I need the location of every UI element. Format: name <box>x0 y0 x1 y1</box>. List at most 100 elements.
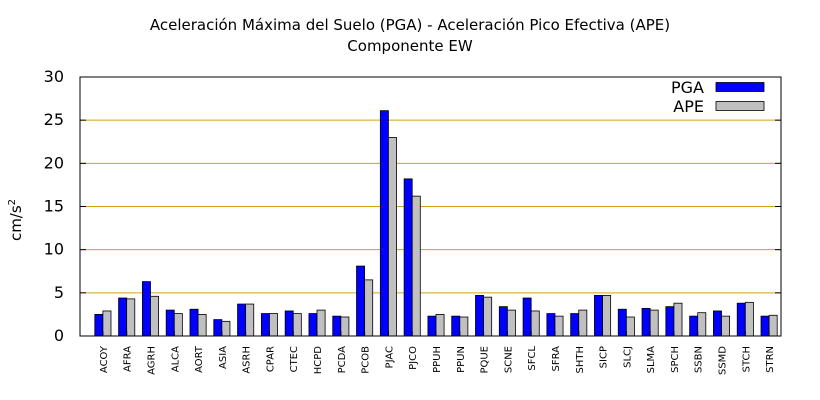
bar-pga-strn <box>760 315 770 337</box>
bar-pga-sfra <box>546 313 556 337</box>
bar-ape-pjac <box>388 137 397 337</box>
x-tick-label: CTEC <box>289 346 300 372</box>
bar-ape-aort <box>197 314 207 337</box>
x-tick-label: PPUN <box>456 346 467 373</box>
bar-ape-pcda <box>340 316 350 337</box>
x-tick-label: STRN <box>765 346 776 373</box>
x-tick-label: SHTH <box>575 346 586 374</box>
x-tick-label: SICP <box>599 346 610 368</box>
y-tick-label: 5 <box>54 283 64 302</box>
bar-ape-ctec <box>292 313 302 337</box>
bar-ape-pjco <box>411 195 421 337</box>
bar-pga-sfcl <box>522 297 532 337</box>
bar-pga-asia <box>213 319 223 337</box>
x-tick-label: STCH <box>741 346 752 372</box>
bar-pga-afra <box>118 297 128 337</box>
legend-label-pga: PGA <box>671 78 704 97</box>
bar-ape-slma <box>649 309 659 337</box>
bar-pga-ssbn <box>689 315 699 337</box>
bar-ape-asia <box>221 320 231 337</box>
bar-pga-pcob <box>356 265 366 337</box>
bar-ape-sfcl <box>530 310 540 337</box>
bar-ape-hcpd <box>316 309 326 337</box>
bar-pga-acoy <box>94 314 104 337</box>
y-tick-label: 25 <box>44 110 64 129</box>
bar-pga-ssmd <box>713 310 722 337</box>
bar-ape-pque <box>483 296 493 337</box>
bar-ape-alca <box>173 313 183 337</box>
x-tick-label: PQUE <box>480 346 491 374</box>
legend-label-ape: APE <box>673 97 704 116</box>
bar-pga-pjco <box>403 178 413 337</box>
x-tick-label: ACOY <box>99 345 110 373</box>
x-tick-label: AFRA <box>123 346 134 372</box>
x-tick-label: SFRA <box>551 346 562 372</box>
bar-ape-shth <box>578 309 588 337</box>
bar-ape-sfra <box>554 315 564 337</box>
x-tick-label: SPCH <box>670 346 681 373</box>
x-tick-label: PJCO <box>408 346 419 370</box>
x-tick-label: SCNE <box>503 346 514 373</box>
x-tick-label: SLMA <box>646 346 657 374</box>
bar-ape-slcj <box>625 316 635 337</box>
bar-ape-cpar <box>269 313 278 337</box>
x-tick-label: PCDA <box>337 346 348 374</box>
bar-pga-scne <box>498 306 508 337</box>
x-tick-label: HCPD <box>313 346 324 375</box>
bar-ape-ssmd <box>721 315 731 337</box>
x-tick-label: ALCA <box>170 346 181 372</box>
bar-pga-hcpd <box>308 313 318 337</box>
x-tick-label: PPUH <box>432 346 443 373</box>
bar-ape-pcob <box>364 279 374 337</box>
bar-pga-asrh <box>237 303 247 337</box>
bar-ape-afra <box>126 298 136 337</box>
x-tick-label: PCOB <box>361 346 372 374</box>
plot-frame <box>79 76 782 337</box>
bar-pga-pjac <box>379 110 389 337</box>
x-tick-label: SLCJ <box>622 346 633 368</box>
x-tick-label: AGRH <box>146 346 157 375</box>
chart-subtitle: Componente EW <box>347 37 473 55</box>
bar-ape-ssbn <box>697 312 707 337</box>
bar-pga-cpar <box>260 313 270 337</box>
bar-ape-acoy <box>102 310 112 337</box>
bar-pga-agrh <box>141 281 151 337</box>
bar-pga-ctec <box>284 310 294 337</box>
legend-swatch-pga <box>715 82 765 92</box>
x-tick-label: SFCL <box>527 346 538 371</box>
bar-pga-sicp <box>594 295 603 337</box>
chart-title: Aceleración Máxima del Suelo (PGA) - Ace… <box>149 16 671 34</box>
bar-ape-stch <box>744 301 754 337</box>
bar-pga-slma <box>641 307 651 337</box>
y-tick-label: 0 <box>54 326 64 345</box>
y-tick-label: 30 <box>44 67 64 86</box>
x-tick-label: PJAC <box>384 346 395 368</box>
bar-pga-stch <box>736 302 746 337</box>
x-tick-label: ASRH <box>242 346 253 374</box>
bar-ape-agrh <box>150 295 159 337</box>
x-tick-label: ASIA <box>218 346 229 369</box>
bar-pga-slcj <box>617 308 627 337</box>
bar-ape-strn <box>768 314 778 337</box>
bar-ape-scne <box>506 309 516 337</box>
bar-ape-spch <box>673 302 683 337</box>
bar-ape-asrh <box>245 303 255 337</box>
bar-pga-ppun <box>451 315 461 337</box>
bar-pga-ppuh <box>427 315 437 337</box>
y-tick-label: 10 <box>44 240 64 259</box>
x-tick-label: SSMD <box>718 346 729 375</box>
bar-pga-alca <box>165 309 175 337</box>
y-tick-label: 15 <box>44 197 64 216</box>
bar-pga-spch <box>665 306 675 337</box>
bar-ape-ppuh <box>435 314 445 337</box>
x-tick-label: CPAR <box>265 346 276 372</box>
x-tick-label: SSBN <box>694 346 705 373</box>
y-tick-label: 20 <box>44 153 64 172</box>
bar-ape-sicp <box>602 295 612 337</box>
bar-pga-pcda <box>332 315 342 337</box>
bar-pga-pque <box>475 295 484 337</box>
bar-ape-ppun <box>459 316 469 337</box>
bar-pga-shth <box>570 313 580 337</box>
bar-pga-aort <box>189 308 199 337</box>
